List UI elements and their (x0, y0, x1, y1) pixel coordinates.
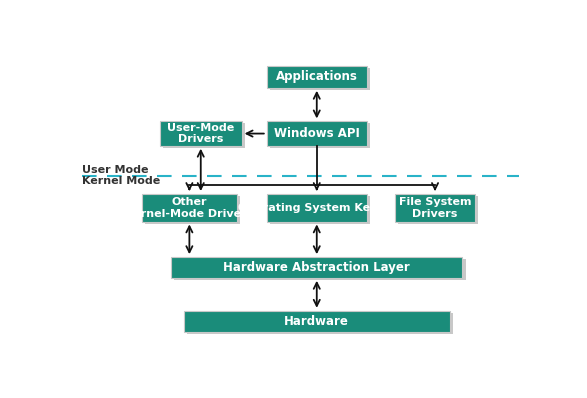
Text: Hardware Abstraction Layer: Hardware Abstraction Layer (224, 261, 410, 274)
FancyBboxPatch shape (270, 68, 370, 90)
FancyBboxPatch shape (266, 121, 367, 146)
Text: Operating System Kernel: Operating System Kernel (238, 203, 395, 213)
FancyBboxPatch shape (399, 196, 478, 224)
Text: Hardware: Hardware (284, 315, 349, 328)
Text: File System
Drivers: File System Drivers (399, 197, 471, 219)
FancyBboxPatch shape (270, 123, 370, 148)
FancyBboxPatch shape (163, 123, 245, 148)
FancyBboxPatch shape (266, 194, 367, 222)
Text: User-Mode
Drivers: User-Mode Drivers (167, 123, 234, 144)
FancyBboxPatch shape (160, 121, 242, 146)
Text: Other
Kernel-Mode Drivers: Other Kernel-Mode Drivers (125, 197, 254, 219)
FancyBboxPatch shape (184, 311, 450, 332)
FancyBboxPatch shape (174, 259, 465, 280)
FancyBboxPatch shape (270, 196, 370, 224)
Text: Windows API: Windows API (274, 127, 360, 140)
FancyBboxPatch shape (187, 313, 453, 334)
FancyBboxPatch shape (141, 194, 237, 222)
Text: Applications: Applications (276, 70, 357, 83)
FancyBboxPatch shape (145, 196, 240, 224)
FancyBboxPatch shape (266, 66, 367, 88)
FancyBboxPatch shape (171, 257, 463, 278)
Text: Kernel Mode: Kernel Mode (82, 176, 161, 186)
Text: User Mode: User Mode (82, 165, 149, 176)
FancyBboxPatch shape (395, 194, 475, 222)
